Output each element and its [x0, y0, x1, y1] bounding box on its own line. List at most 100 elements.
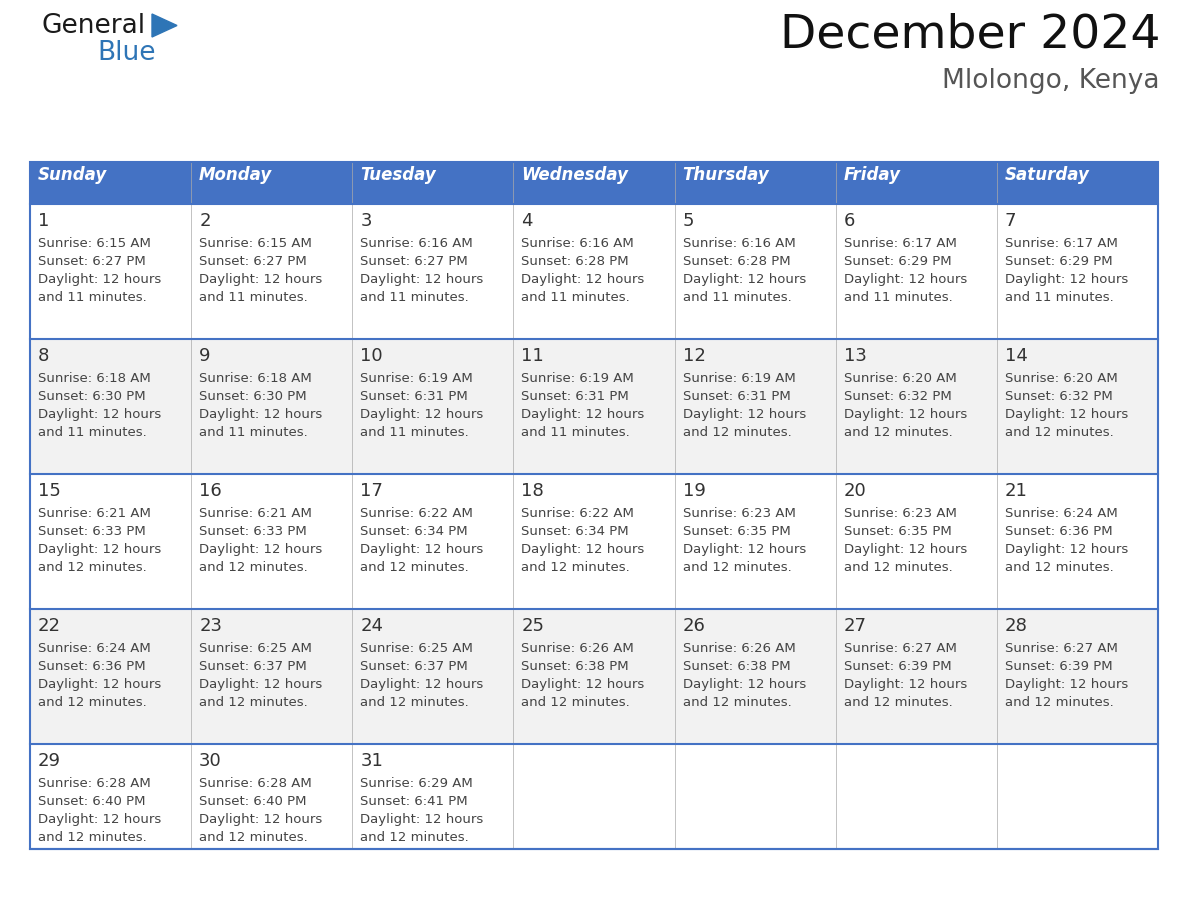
Text: Friday: Friday: [843, 166, 901, 184]
Text: 24: 24: [360, 617, 384, 635]
Text: Sunrise: 6:23 AM: Sunrise: 6:23 AM: [683, 507, 796, 520]
Text: 4: 4: [522, 212, 533, 230]
Text: Blue: Blue: [97, 40, 156, 66]
Text: Daylight: 12 hours: Daylight: 12 hours: [683, 543, 805, 556]
Text: Wednesday: Wednesday: [522, 166, 628, 184]
Text: Sunset: 6:31 PM: Sunset: 6:31 PM: [522, 390, 630, 403]
Text: and 12 minutes.: and 12 minutes.: [200, 831, 308, 844]
Text: Sunset: 6:40 PM: Sunset: 6:40 PM: [38, 795, 145, 808]
Text: 8: 8: [38, 347, 50, 365]
Text: Daylight: 12 hours: Daylight: 12 hours: [360, 543, 484, 556]
Text: Daylight: 12 hours: Daylight: 12 hours: [200, 678, 322, 691]
Text: and 12 minutes.: and 12 minutes.: [683, 696, 791, 709]
Text: Sunset: 6:36 PM: Sunset: 6:36 PM: [1005, 525, 1112, 538]
Bar: [353, 339, 513, 474]
Text: Sunset: 6:33 PM: Sunset: 6:33 PM: [200, 525, 307, 538]
Text: Sunset: 6:34 PM: Sunset: 6:34 PM: [360, 525, 468, 538]
Text: 3: 3: [360, 212, 372, 230]
Text: Sunrise: 6:18 AM: Sunrise: 6:18 AM: [200, 372, 312, 385]
Bar: [675, 162, 835, 204]
Text: Sunset: 6:38 PM: Sunset: 6:38 PM: [522, 660, 630, 673]
Text: 9: 9: [200, 347, 210, 365]
Text: Daylight: 12 hours: Daylight: 12 hours: [1005, 408, 1129, 421]
Text: and 11 minutes.: and 11 minutes.: [683, 291, 791, 304]
Bar: [30, 204, 191, 339]
Text: Monday: Monday: [200, 166, 272, 184]
Text: 5: 5: [683, 212, 694, 230]
Text: Sunset: 6:35 PM: Sunset: 6:35 PM: [683, 525, 790, 538]
Bar: [191, 204, 353, 339]
Text: and 12 minutes.: and 12 minutes.: [1005, 426, 1113, 439]
Text: and 12 minutes.: and 12 minutes.: [843, 696, 953, 709]
Text: Daylight: 12 hours: Daylight: 12 hours: [360, 678, 484, 691]
Text: and 11 minutes.: and 11 minutes.: [200, 291, 308, 304]
Text: 16: 16: [200, 482, 222, 500]
Text: 21: 21: [1005, 482, 1028, 500]
Text: Daylight: 12 hours: Daylight: 12 hours: [522, 543, 645, 556]
Text: Sunset: 6:28 PM: Sunset: 6:28 PM: [683, 255, 790, 268]
Polygon shape: [152, 14, 177, 37]
Text: December 2024: December 2024: [779, 12, 1159, 57]
Bar: [30, 339, 191, 474]
Text: 12: 12: [683, 347, 706, 365]
Bar: [835, 204, 997, 339]
Text: Daylight: 12 hours: Daylight: 12 hours: [683, 273, 805, 286]
Bar: [30, 744, 191, 849]
Text: Sunset: 6:35 PM: Sunset: 6:35 PM: [843, 525, 952, 538]
Text: Thursday: Thursday: [683, 166, 770, 184]
Text: Daylight: 12 hours: Daylight: 12 hours: [200, 273, 322, 286]
Bar: [513, 744, 675, 849]
Text: Daylight: 12 hours: Daylight: 12 hours: [38, 543, 162, 556]
Bar: [353, 474, 513, 609]
Text: Sunrise: 6:15 AM: Sunrise: 6:15 AM: [38, 237, 151, 250]
Text: Daylight: 12 hours: Daylight: 12 hours: [522, 273, 645, 286]
Text: 30: 30: [200, 752, 222, 770]
Text: 25: 25: [522, 617, 544, 635]
Text: Sunrise: 6:28 AM: Sunrise: 6:28 AM: [200, 777, 312, 790]
Bar: [835, 339, 997, 474]
Text: Sunset: 6:29 PM: Sunset: 6:29 PM: [843, 255, 952, 268]
Text: Sunrise: 6:18 AM: Sunrise: 6:18 AM: [38, 372, 151, 385]
Text: Daylight: 12 hours: Daylight: 12 hours: [38, 813, 162, 826]
Text: Daylight: 12 hours: Daylight: 12 hours: [522, 678, 645, 691]
Bar: [675, 744, 835, 849]
Bar: [997, 204, 1158, 339]
Text: 23: 23: [200, 617, 222, 635]
Text: and 11 minutes.: and 11 minutes.: [843, 291, 953, 304]
Bar: [353, 204, 513, 339]
Bar: [513, 609, 675, 744]
Text: Sunset: 6:32 PM: Sunset: 6:32 PM: [1005, 390, 1113, 403]
Text: Sunrise: 6:16 AM: Sunrise: 6:16 AM: [522, 237, 634, 250]
Text: Sunrise: 6:21 AM: Sunrise: 6:21 AM: [200, 507, 312, 520]
Text: and 12 minutes.: and 12 minutes.: [522, 696, 630, 709]
Text: Sunset: 6:30 PM: Sunset: 6:30 PM: [38, 390, 146, 403]
Text: and 12 minutes.: and 12 minutes.: [683, 426, 791, 439]
Bar: [353, 744, 513, 849]
Text: and 11 minutes.: and 11 minutes.: [522, 426, 630, 439]
Text: Sunrise: 6:22 AM: Sunrise: 6:22 AM: [360, 507, 473, 520]
Text: Daylight: 12 hours: Daylight: 12 hours: [522, 408, 645, 421]
Text: Sunrise: 6:20 AM: Sunrise: 6:20 AM: [843, 372, 956, 385]
Text: and 11 minutes.: and 11 minutes.: [522, 291, 630, 304]
Text: 15: 15: [38, 482, 61, 500]
Text: Sunrise: 6:24 AM: Sunrise: 6:24 AM: [38, 642, 151, 655]
Bar: [835, 474, 997, 609]
Text: Sunset: 6:39 PM: Sunset: 6:39 PM: [843, 660, 952, 673]
Text: Daylight: 12 hours: Daylight: 12 hours: [843, 273, 967, 286]
Text: Daylight: 12 hours: Daylight: 12 hours: [843, 678, 967, 691]
Text: Sunrise: 6:19 AM: Sunrise: 6:19 AM: [683, 372, 795, 385]
Text: Sunset: 6:32 PM: Sunset: 6:32 PM: [843, 390, 952, 403]
Bar: [513, 162, 675, 204]
Text: 1: 1: [38, 212, 50, 230]
Text: Sunrise: 6:16 AM: Sunrise: 6:16 AM: [683, 237, 795, 250]
Text: Sunset: 6:27 PM: Sunset: 6:27 PM: [38, 255, 146, 268]
Text: and 12 minutes.: and 12 minutes.: [1005, 561, 1113, 574]
Text: 14: 14: [1005, 347, 1028, 365]
Text: Daylight: 12 hours: Daylight: 12 hours: [360, 408, 484, 421]
Text: Sunset: 6:41 PM: Sunset: 6:41 PM: [360, 795, 468, 808]
Text: and 11 minutes.: and 11 minutes.: [360, 426, 469, 439]
Bar: [513, 339, 675, 474]
Bar: [835, 744, 997, 849]
Text: 10: 10: [360, 347, 383, 365]
Text: and 12 minutes.: and 12 minutes.: [843, 561, 953, 574]
